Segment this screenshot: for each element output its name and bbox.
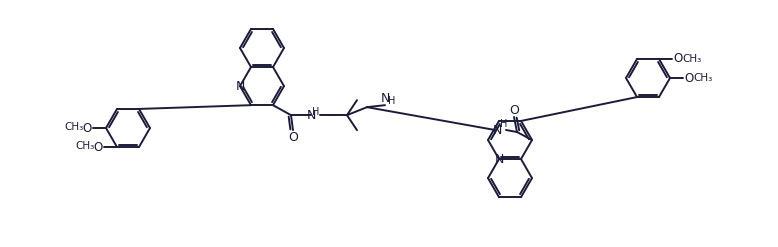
Text: O: O [288,131,298,144]
Text: H: H [312,107,320,117]
Text: H: H [388,96,396,106]
Text: N: N [494,153,503,165]
Text: CH₃: CH₃ [682,54,702,64]
Text: N: N [235,80,245,93]
Text: O: O [674,52,682,65]
Text: H: H [500,119,508,129]
Text: O: O [685,71,694,84]
Text: O: O [93,141,103,154]
Text: N: N [307,109,316,122]
Text: N: N [492,124,502,137]
Text: CH₃: CH₃ [693,73,713,83]
Text: O: O [82,122,92,135]
Text: O: O [509,103,519,117]
Text: N: N [380,92,390,105]
Text: CH₃: CH₃ [65,122,83,132]
Text: CH₃: CH₃ [75,141,95,151]
